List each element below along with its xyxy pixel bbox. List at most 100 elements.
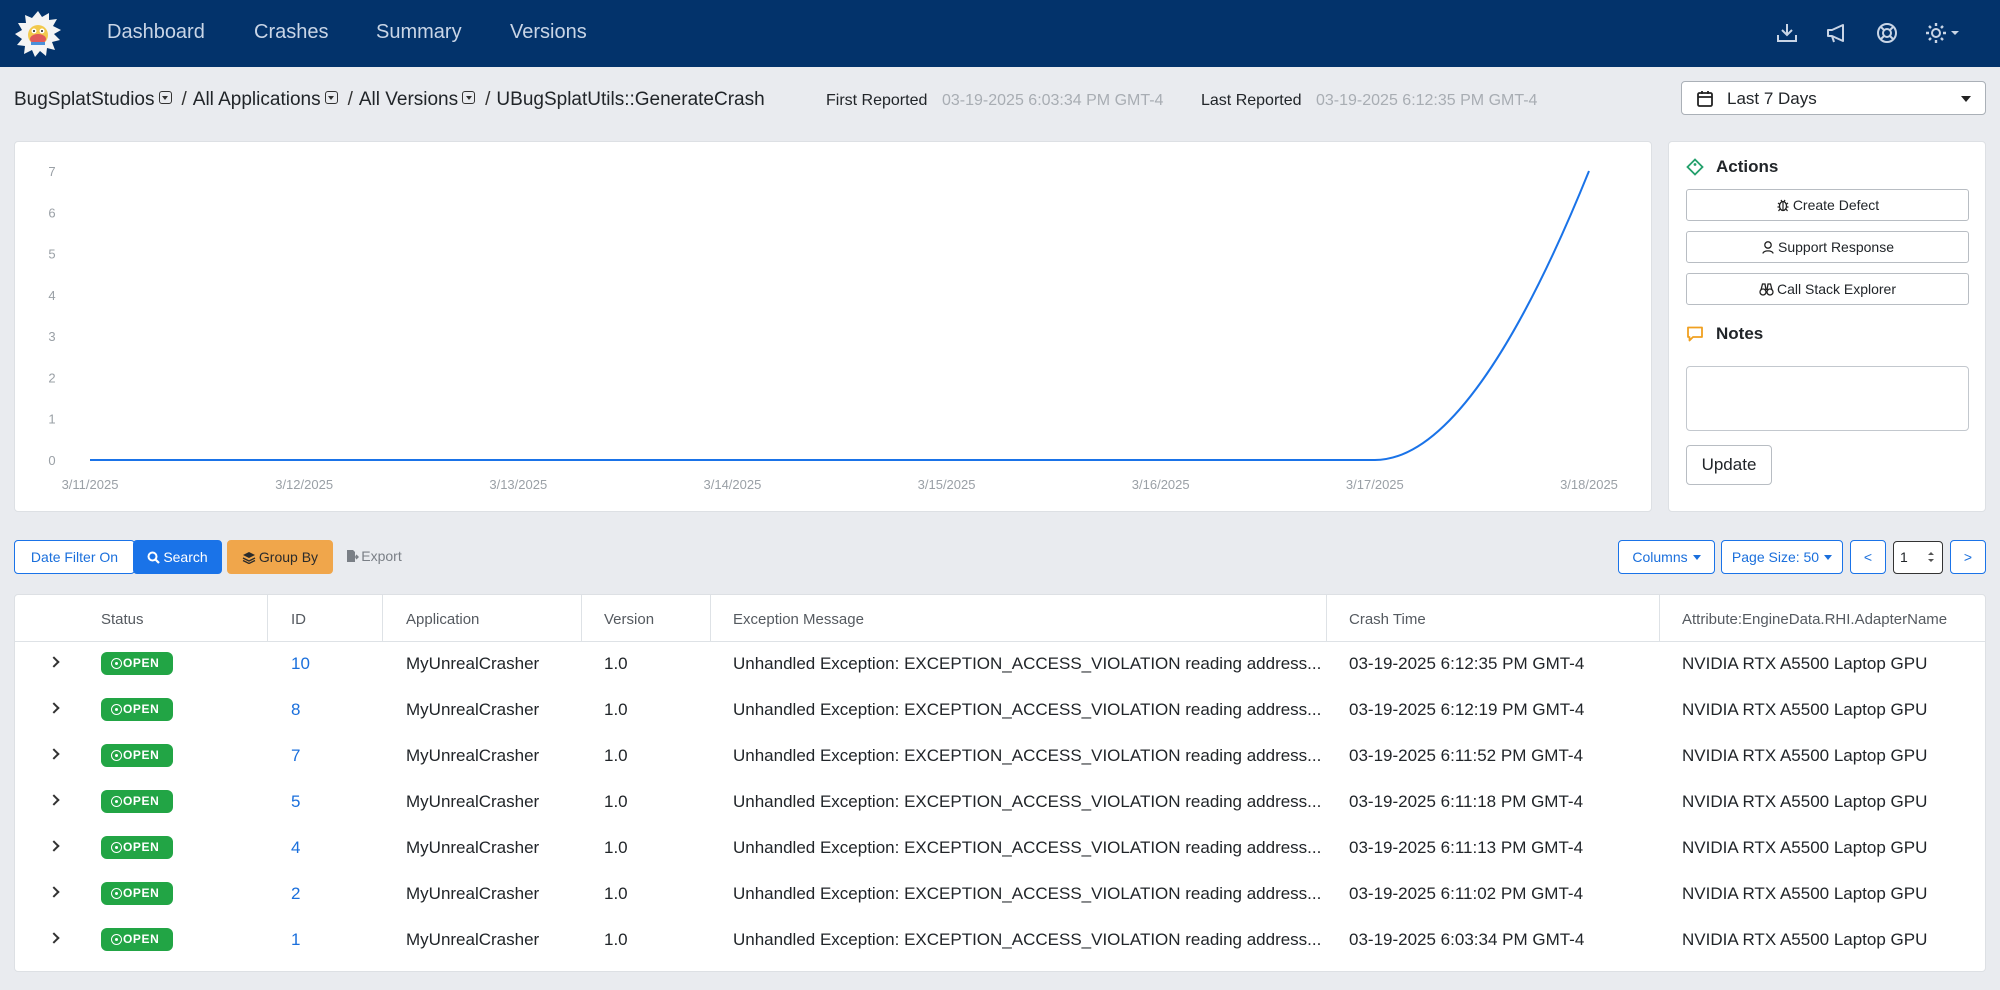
caret-down-icon	[1824, 555, 1833, 560]
table-row[interactable]: OPEN 1 MyUnrealCrasher 1.0 Unhandled Exc…	[15, 917, 1985, 963]
gear-icon[interactable]	[1924, 20, 1960, 46]
x-tick-label: 3/17/2025	[1346, 477, 1404, 492]
first-reported-label: First Reported	[826, 92, 928, 109]
open-circle-icon	[111, 658, 122, 669]
actions-panel: Actions Create Defect Support Response C…	[1668, 141, 1986, 512]
table-row[interactable]: OPEN 2 MyUnrealCrasher 1.0 Unhandled Exc…	[15, 871, 1985, 917]
crash-time-cell: 03-19-2025 6:11:02 PM GMT-4	[1349, 884, 1584, 903]
adapter-name-cell: NVIDIA RTX A5500 Laptop GPU	[1682, 792, 1928, 811]
adapter-name-cell: NVIDIA RTX A5500 Laptop GPU	[1682, 700, 1928, 719]
megaphone-icon[interactable]	[1824, 20, 1850, 46]
date-filter-button[interactable]: Date Filter On	[14, 540, 135, 574]
database-dropdown-icon[interactable]	[158, 91, 172, 104]
crash-id-link[interactable]: 1	[291, 930, 301, 949]
crash-id-link[interactable]: 10	[291, 654, 310, 673]
bugsplat-logo-icon[interactable]	[13, 9, 63, 59]
nav-summary[interactable]: Summary	[376, 21, 462, 43]
support-response-button[interactable]: Support Response	[1686, 231, 1969, 263]
crash-id-link[interactable]: 5	[291, 792, 301, 811]
caret-down-icon	[1692, 555, 1701, 560]
note-icon	[1687, 326, 1703, 342]
column-header-adapter-name[interactable]: Attribute:EngineData.RHI.AdapterName	[1682, 611, 1948, 628]
page-number-input[interactable]: 1	[1893, 541, 1943, 574]
expand-row-icon[interactable]	[48, 886, 60, 898]
nav-crashes[interactable]: Crashes	[254, 21, 329, 43]
file-export-icon	[347, 550, 360, 562]
table-row[interactable]: OPEN 7 MyUnrealCrasher 1.0 Unhandled Exc…	[15, 733, 1985, 779]
breadcrumb-database[interactable]: BugSplatStudios	[14, 89, 155, 110]
exception-message-cell: Unhandled Exception: EXCEPTION_ACCESS_VI…	[733, 700, 1322, 719]
export-button[interactable]: Export	[339, 540, 409, 574]
status-badge: OPEN	[101, 652, 173, 675]
application-cell: MyUnrealCrasher	[406, 884, 540, 903]
table-row[interactable]: OPEN 8 MyUnrealCrasher 1.0 Unhandled Exc…	[15, 687, 1985, 733]
status-badge-label: OPEN	[123, 794, 160, 808]
search-button[interactable]: Search	[133, 540, 222, 574]
table-row[interactable]: OPEN 10 MyUnrealCrasher 1.0 Unhandled Ex…	[15, 641, 1985, 687]
expand-row-icon[interactable]	[48, 702, 60, 714]
column-header-version[interactable]: Version	[604, 611, 655, 628]
notes-textarea[interactable]	[1686, 366, 1969, 431]
table-row[interactable]: OPEN 5 MyUnrealCrasher 1.0 Unhandled Exc…	[15, 779, 1985, 825]
x-tick-label: 3/18/2025	[1560, 477, 1618, 492]
spinner-icon[interactable]	[1927, 550, 1935, 564]
column-header-application[interactable]: Application	[406, 611, 480, 628]
open-circle-icon	[111, 934, 122, 945]
page-size-dropdown[interactable]: Page Size: 50	[1721, 540, 1843, 574]
expand-row-icon[interactable]	[48, 656, 60, 668]
exception-message-cell: Unhandled Exception: EXCEPTION_ACCESS_VI…	[733, 838, 1322, 857]
download-icon[interactable]	[1774, 20, 1800, 46]
table-row[interactable]: OPEN 4 MyUnrealCrasher 1.0 Unhandled Exc…	[15, 825, 1985, 871]
crash-id-link[interactable]: 8	[291, 700, 301, 719]
status-badge: OPEN	[101, 744, 173, 767]
application-cell: MyUnrealCrasher	[406, 654, 540, 673]
date-range-select[interactable]: Last 7 Days	[1681, 81, 1986, 115]
columns-label: Columns	[1632, 549, 1688, 565]
search-icon	[147, 551, 161, 564]
x-tick-label: 3/16/2025	[1132, 477, 1190, 492]
status-badge-label: OPEN	[123, 932, 160, 946]
crash-id-link[interactable]: 7	[291, 746, 301, 765]
breadcrumb-separator: /	[347, 89, 353, 110]
crash-id-link[interactable]: 4	[291, 838, 301, 857]
x-tick-label: 3/11/2025	[62, 477, 119, 492]
prev-page-button[interactable]: <	[1850, 540, 1886, 574]
exception-message-cell: Unhandled Exception: EXCEPTION_ACCESS_VI…	[733, 792, 1322, 811]
open-circle-icon	[111, 796, 122, 807]
expand-row-icon[interactable]	[48, 748, 60, 760]
create-defect-label: Create Defect	[1792, 197, 1880, 213]
column-header-exception-message[interactable]: Exception Message	[733, 611, 864, 628]
update-notes-button[interactable]: Update	[1686, 445, 1772, 485]
breadcrumb-versions[interactable]: All Versions	[358, 89, 459, 110]
column-header-id[interactable]: ID	[291, 611, 306, 628]
search-label: Search	[163, 549, 208, 565]
version-cell: 1.0	[604, 838, 628, 857]
group-by-button[interactable]: Group By	[227, 540, 333, 574]
next-page-button[interactable]: >	[1950, 540, 1986, 574]
nav-versions[interactable]: Versions	[510, 21, 587, 43]
create-defect-button[interactable]: Create Defect	[1686, 189, 1969, 221]
expand-row-icon[interactable]	[48, 932, 60, 944]
column-divider	[267, 595, 268, 641]
column-divider	[382, 595, 383, 641]
versions-dropdown-icon[interactable]	[462, 91, 476, 104]
column-header-crash-time[interactable]: Crash Time	[1349, 611, 1426, 628]
group-by-label: Group By	[258, 549, 319, 565]
page-number-value: 1	[1900, 549, 1908, 565]
crash-trend-chart: 0 1 2 3 4 5 6 7 3/11/2025 3/12/2025 3/13/2025 3/14/…	[14, 141, 1652, 512]
crash-id-link[interactable]: 2	[291, 884, 301, 903]
column-header-status[interactable]: Status	[101, 611, 144, 628]
y-tick-label: 3	[48, 329, 55, 344]
applications-dropdown-icon[interactable]	[324, 91, 338, 104]
crash-time-cell: 03-19-2025 6:11:18 PM GMT-4	[1349, 792, 1584, 811]
expand-row-icon[interactable]	[48, 794, 60, 806]
nav-dashboard[interactable]: Dashboard	[107, 21, 205, 43]
lifebuoy-icon[interactable]	[1874, 20, 1900, 46]
status-badge: OPEN	[101, 882, 173, 905]
crash-time-cell: 03-19-2025 6:03:34 PM GMT-4	[1349, 930, 1585, 949]
crash-time-cell: 03-19-2025 6:12:35 PM GMT-4	[1349, 654, 1585, 673]
columns-dropdown[interactable]: Columns	[1618, 540, 1715, 574]
expand-row-icon[interactable]	[48, 840, 60, 852]
call-stack-explorer-button[interactable]: Call Stack Explorer	[1686, 273, 1969, 305]
breadcrumb-applications[interactable]: All Applications	[192, 89, 321, 110]
